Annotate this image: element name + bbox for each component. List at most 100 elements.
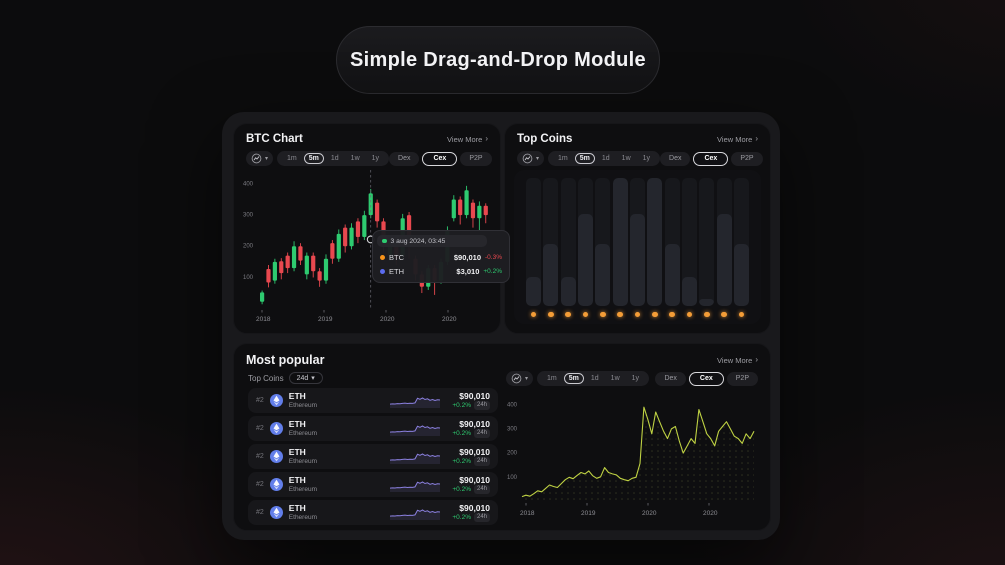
bar-fill — [629, 213, 645, 306]
timeframe-1d[interactable]: 1d — [330, 155, 339, 162]
bar-column — [699, 178, 715, 317]
market-p2p-button[interactable]: P2P — [726, 371, 758, 386]
timeframe-1d[interactable]: 1d — [601, 155, 610, 162]
bar-column — [629, 178, 645, 317]
timeframe-5m[interactable]: 5m — [574, 153, 595, 164]
most-popular-market-group: Dex Cex P2P — [655, 371, 758, 386]
timeframe-1w[interactable]: 1w — [610, 375, 620, 382]
coin-price: $90,010 — [459, 474, 490, 485]
coin-change: +0.2% — [452, 485, 471, 493]
coin-price: $90,010 — [459, 390, 490, 401]
top-coins-bar-chart — [514, 170, 761, 324]
ethereum-icon — [269, 478, 283, 491]
most-popular-panel: Most popular View More › Top Coins 24d ▾… — [233, 343, 771, 531]
period-badge: 24h — [473, 401, 490, 411]
tooltip-date-dot — [382, 238, 387, 244]
market-dex-button[interactable]: Dex — [660, 151, 691, 166]
timeframe-1d[interactable]: 1d — [590, 375, 599, 382]
svg-text:100: 100 — [507, 475, 518, 481]
bar-track — [577, 178, 593, 306]
timeframe-5m[interactable]: 5m — [303, 153, 324, 164]
most-popular-header: Most popular View More › — [246, 353, 758, 367]
bar-fill — [526, 277, 541, 306]
coin-sparkline — [390, 481, 440, 492]
timeframe-5m[interactable]: 5m — [563, 373, 584, 384]
bar-column — [647, 178, 663, 317]
btc-view-more-link[interactable]: View More › — [447, 134, 488, 144]
chart-type-selector[interactable]: ▾ — [517, 151, 545, 166]
market-p2p-button[interactable]: P2P — [731, 151, 763, 166]
coin-list-item[interactable]: #2 ETH Ethereum $90,010 +0.2% 24h — [248, 444, 498, 469]
bar-fill — [716, 213, 732, 306]
chevron-down-icon: ▾ — [536, 155, 540, 162]
period-badge: 24h — [473, 513, 490, 523]
coin-name: Ethereum — [288, 513, 317, 521]
ethereum-icon — [269, 394, 283, 407]
timeframe-1y[interactable]: 1y — [642, 155, 651, 162]
coin-list-item[interactable]: #2 ETH Ethereum $90,010 +0.2% 24h — [248, 472, 498, 497]
chevron-down-icon: ▾ — [265, 155, 269, 162]
most-popular-title: Most popular — [246, 353, 325, 367]
top-coins-title: Top Coins — [517, 133, 573, 145]
coin-list-item[interactable]: #2 ETH Ethereum $90,010 +0.2% 24h — [248, 500, 498, 525]
timeframe-1w[interactable]: 1w — [621, 155, 631, 162]
btc-timeframe-group: 1m 5m 1d 1w 1y — [277, 151, 390, 166]
bar-dot — [686, 311, 693, 317]
period-dropdown[interactable]: 24d ▾ — [288, 372, 323, 384]
line-chart-icon — [251, 153, 262, 164]
chart-type-selector[interactable]: ▾ — [246, 151, 274, 166]
market-cex-button[interactable]: Cex — [688, 371, 724, 386]
coin-list-item[interactable]: #2 ETH Ethereum $90,010 +0.2% 24h — [248, 388, 498, 413]
coin-list-item[interactable]: #2 ETH Ethereum $90,010 +0.2% 24h — [248, 416, 498, 441]
market-p2p-button[interactable]: P2P — [460, 151, 492, 166]
page-title-pill: Simple Drag-and-Drop Module — [336, 26, 660, 94]
top-coins-market-group: Dex Cex P2P — [660, 151, 763, 166]
market-dex-button[interactable]: Dex — [655, 371, 686, 386]
svg-text:300: 300 — [243, 213, 254, 219]
chart-type-selector[interactable]: ▾ — [506, 371, 534, 386]
most-popular-chart-toolbar: ▾ 1m 5m 1d 1w 1y Dex Cex P2P — [506, 371, 758, 386]
bar-dot — [530, 311, 537, 317]
bar-dot — [548, 311, 554, 317]
module-board: BTC Chart View More › ▾ 1m 5m 1d 1w 1y — [222, 112, 780, 540]
coin-name: Ethereum — [288, 429, 317, 437]
top-coins-filter-row: Top Coins 24d ▾ — [248, 371, 323, 385]
chart-tooltip: 3 aug 2024, 03:45 BTC $90,010 -0.3% ETH $3,0… — [372, 230, 510, 283]
chevron-down-icon: ▾ — [525, 375, 529, 382]
timeframe-1m[interactable]: 1m — [547, 375, 557, 382]
market-dex-button[interactable]: Dex — [389, 151, 420, 166]
timeframe-1m[interactable]: 1m — [287, 155, 297, 162]
top-coins-panel: Top Coins View More › ▾ 1m 5m 1d 1w 1y — [504, 123, 771, 334]
market-cex-button[interactable]: Cex — [693, 151, 729, 166]
timeframe-1y[interactable]: 1y — [631, 375, 640, 382]
coin-symbol: ETH — [288, 418, 306, 429]
market-cex-button[interactable]: Cex — [422, 151, 458, 166]
svg-text:2018: 2018 — [520, 510, 535, 517]
bar-column — [595, 178, 611, 317]
bar-track — [560, 178, 576, 306]
top-coins-view-more-link[interactable]: View More › — [717, 134, 758, 144]
btc-toolbar: ▾ 1m 5m 1d 1w 1y Dex Cex P2P — [246, 151, 492, 166]
coin-name: Ethereum — [288, 401, 317, 409]
most-popular-view-more-link[interactable]: View More › — [717, 355, 758, 365]
coin-price: $90,010 — [459, 502, 490, 513]
coin-rank: #2 — [256, 481, 264, 488]
timeframe-1y[interactable]: 1y — [371, 155, 380, 162]
svg-text:200: 200 — [507, 451, 518, 457]
btc-panel-title: BTC Chart — [246, 133, 303, 145]
coin-change: +0.2% — [452, 513, 471, 521]
timeframe-1m[interactable]: 1m — [558, 155, 568, 162]
svg-text:300: 300 — [507, 426, 518, 432]
chevron-right-icon: › — [755, 134, 758, 143]
bar-track — [647, 178, 663, 306]
period-badge: 24h — [473, 429, 490, 439]
timeframe-1w[interactable]: 1w — [350, 155, 360, 162]
svg-text:2020: 2020 — [703, 510, 718, 517]
coin-symbol: ETH — [288, 502, 306, 513]
coin-sparkline — [390, 453, 440, 464]
coin-change: +0.2% — [452, 401, 471, 409]
tooltip-row-eth: ETH $3,010 +0.2% — [377, 264, 505, 278]
bar-fill — [664, 244, 680, 306]
line-chart-icon — [522, 153, 533, 164]
btc-dot — [380, 254, 385, 260]
